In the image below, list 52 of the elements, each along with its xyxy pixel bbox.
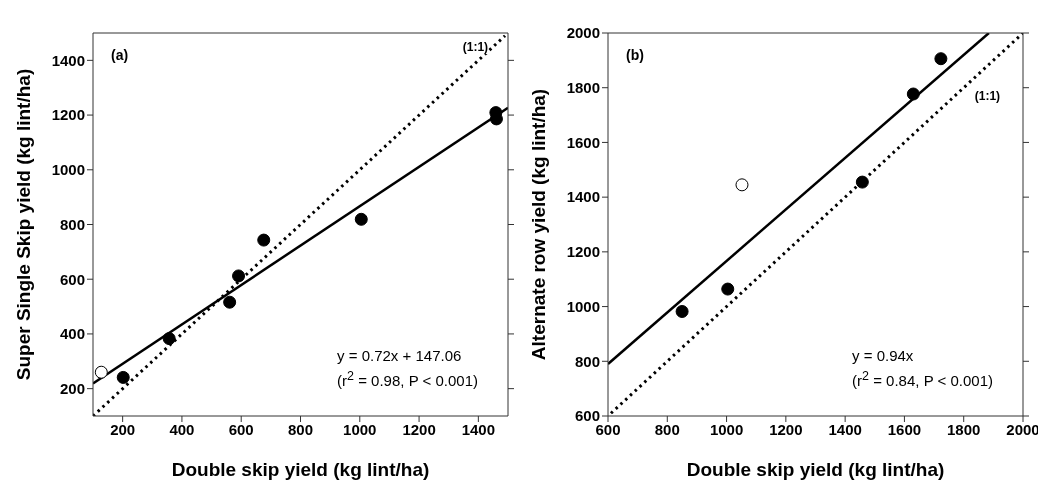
point [354,212,368,226]
y-tick-label: 1200 [51,106,85,124]
y-tick-label: 1000 [566,297,600,315]
x-tick-label: 800 [654,420,680,438]
x-tick-label: 200 [110,420,136,438]
x-tick-label: 800 [287,420,314,438]
point [855,175,869,189]
point [934,52,948,66]
x-axis-title: Double skip yield (kg lint/ha) [686,459,945,480]
annotation: (1:1) [462,39,489,54]
y-tick-label: 2000 [566,24,600,42]
x-tick-label: 1600 [887,420,922,438]
annotation: (b) [626,47,644,63]
y-tick-label: 1600 [566,133,600,151]
point [735,178,749,192]
y-axis-title: Alternate row yield (kg lint/ha) [527,88,549,361]
y-tick-label: 200 [59,379,85,397]
point [721,282,735,296]
y-axis-title: Super Single Skip yield (kg lint/ha) [12,68,34,381]
annotation: (r$^{2}$ = 0.98, P < 0.001) [337,368,478,391]
x-axis-title: Double skip yield (kg lint/ha) [171,459,430,480]
x-tick-label: 400 [169,420,195,438]
annotation: y = 0.72x + 147.06 [337,346,463,366]
x-tick-label: 600 [228,420,254,438]
x-tick-label: 1200 [769,420,803,438]
point [232,269,246,283]
x-tick-label: 1000 [709,420,744,438]
y-tick-label: 1800 [566,79,600,97]
x-tick-label: 1000 [343,420,377,438]
x-tick-label: 1400 [461,420,496,438]
annotation: (r$^{2}$ = 0.84, P < 0.001) [852,368,993,391]
annotation: (1:1) [974,88,1001,103]
point [116,370,130,384]
y-tick-label: 800 [59,215,85,233]
y-tick-label: 1200 [566,243,600,261]
point [906,87,920,101]
point [162,332,176,346]
point [94,365,108,379]
x-tick-label: 1200 [402,420,436,438]
y-tick-label: 600 [59,270,85,288]
y-tick-label: 1400 [566,188,600,206]
point [257,233,271,247]
y-tick-label: 800 [574,352,600,370]
y-tick-label: 400 [59,325,85,343]
y-tick-label: 1000 [51,161,85,179]
point [675,305,689,318]
x-tick-label: 1800 [947,420,981,438]
x-tick-label: 1400 [828,420,862,438]
point [223,295,237,309]
y-tick-label: 1400 [51,51,85,69]
annotation: y = 0.94x [852,346,915,366]
annotation: (a) [111,47,129,63]
